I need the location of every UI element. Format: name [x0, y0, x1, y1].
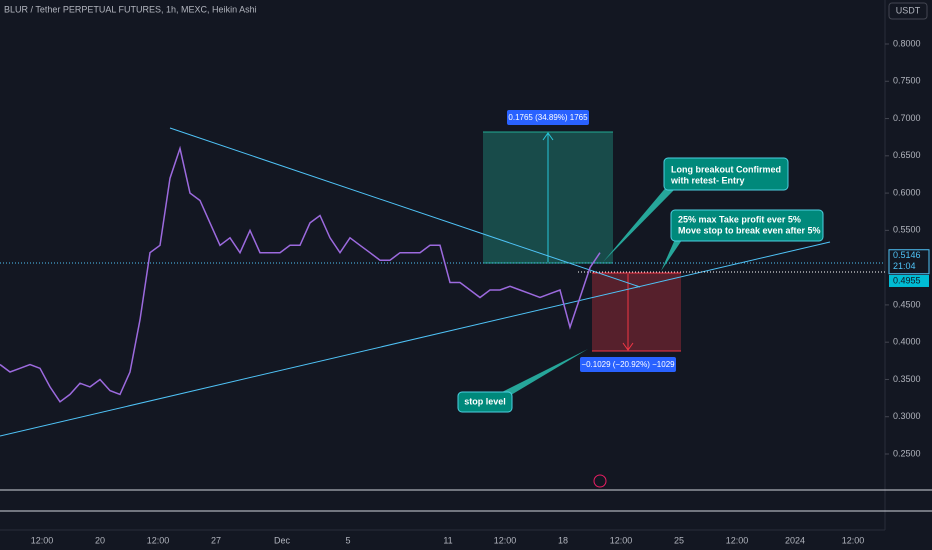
x-tick-label: 18: [558, 535, 568, 545]
last-price-tag: [888, 249, 930, 275]
callout-pointer: [500, 349, 588, 398]
line-price-tag: [889, 274, 929, 287]
stop-note-box: [457, 391, 513, 413]
y-tick-label: 0.6500: [893, 150, 921, 160]
stop-note: stop level: [464, 396, 506, 406]
callout-pointer: [661, 237, 682, 271]
event-icon[interactable]: [593, 474, 607, 488]
trend-line: [0, 241, 831, 437]
x-tick-label: Dec: [274, 535, 291, 545]
x-tick-label: 12:00: [31, 535, 54, 545]
entry-note-box: [663, 157, 789, 191]
y-tick-label: 0.6000: [893, 187, 921, 197]
profit-label: 0.1765 (34.89%) 1765: [508, 113, 588, 122]
x-tick-label: 20: [95, 535, 105, 545]
trend-line: [169, 127, 641, 288]
entry-note: Long breakout Confirmed: [671, 164, 781, 174]
y-tick-label: 0.3000: [893, 411, 921, 421]
entry-note: with retest- Entry: [670, 175, 745, 185]
loss-label-box: [580, 357, 676, 372]
profit-label-box: [507, 110, 589, 125]
y-tick-label: 0.2500: [893, 448, 921, 458]
x-tick-label: 11: [443, 535, 452, 545]
currency-button[interactable]: [888, 2, 928, 20]
y-tick-label: 0.3500: [893, 374, 921, 384]
currency[interactable]: USDT: [896, 5, 921, 15]
x-tick-label: 12:00: [610, 535, 633, 545]
callout-pointer: [603, 185, 674, 262]
x-tick-label: 2024: [785, 535, 805, 545]
target-note: 25% max Take profit ever 5%: [678, 214, 801, 224]
y-tick-label: 0.8000: [893, 38, 921, 48]
x-tick-label: 12:00: [494, 535, 517, 545]
countdown: 21:04: [893, 261, 916, 271]
y-tick-label: 0.7500: [893, 76, 921, 86]
x-tick-label: 12:00: [147, 535, 170, 545]
line-price: 0.4955: [893, 275, 921, 285]
y-tick-label: 0.5500: [893, 225, 921, 235]
arrow-head: [622, 342, 634, 351]
chart-title: BLUR / Tether PERPETUAL FUTURES, 1h, MEX…: [4, 4, 257, 14]
price-line: [0, 145, 601, 403]
last-price: 0.5146: [893, 250, 921, 260]
arrow-head: [542, 132, 554, 141]
y-tick-label: 0.4000: [893, 337, 921, 347]
loss-zone: [592, 273, 681, 351]
y-tick-label: 0.7000: [893, 113, 921, 123]
x-tick-label: 12:00: [726, 535, 749, 545]
x-tick-label: 5: [345, 535, 350, 545]
y-tick-label: 0.4500: [893, 299, 921, 309]
loss-label: −0.1029 (−20.92%) −1029: [581, 360, 675, 369]
x-tick-label: 25: [674, 535, 684, 545]
target-note: Move stop to break even after 5%: [678, 225, 821, 235]
x-tick-label: 12:00: [842, 535, 865, 545]
target-note-box: [670, 209, 824, 242]
x-tick-label: 27: [211, 535, 221, 545]
